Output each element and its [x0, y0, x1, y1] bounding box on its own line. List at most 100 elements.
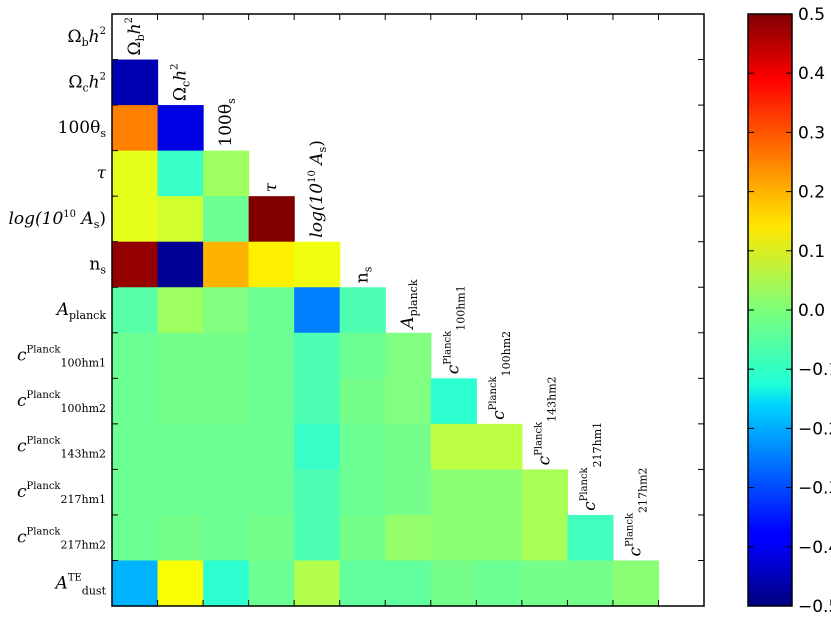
colorbar-tick-label: −0.5: [798, 597, 831, 617]
heatmap-cell: [112, 378, 159, 425]
heatmap-cell: [112, 59, 159, 106]
heatmap-cell: [203, 560, 250, 607]
row-label: ATEdust: [54, 572, 107, 597]
heatmap-cell: [521, 469, 568, 516]
row-label: cPlanck143hm2: [17, 436, 106, 461]
heatmap-cell: [476, 560, 523, 607]
heatmap-cell: [112, 469, 159, 516]
heatmap-cell: [476, 423, 523, 470]
heatmap-cell: [112, 196, 159, 243]
heatmap-cell: [157, 378, 204, 425]
heatmap-cell: [248, 287, 295, 334]
colorbar-tick-label: −0.1: [798, 360, 831, 380]
heatmap-cell: [294, 332, 341, 379]
colorbar-tick-label: 0.1: [798, 242, 825, 262]
heatmap-cell: [203, 287, 250, 334]
heatmap-cell: [339, 332, 386, 379]
diagonal-label: cPlanck100hm2: [488, 331, 513, 420]
colorbar-tick-label: 0.4: [798, 64, 825, 84]
heatmap-cell: [157, 241, 204, 288]
row-label: Ωbh2: [68, 26, 106, 49]
heatmap-cell: [294, 514, 341, 562]
heatmap-cell: [157, 423, 204, 470]
diagonal-label: Aplanck: [398, 279, 420, 331]
heatmap-cell: [385, 378, 432, 425]
colorbar-tick-label: 0.3: [798, 123, 825, 143]
heatmap-cell: [294, 241, 341, 288]
heatmap-cell: [203, 423, 250, 470]
heatmap-cell: [294, 287, 341, 334]
row-label: cPlanck217hm2: [17, 527, 106, 552]
heatmap-cell: [294, 423, 341, 470]
heatmap-cell: [112, 423, 159, 470]
heatmap-cell: [248, 423, 295, 470]
row-label: cPlanck217hm1: [17, 481, 106, 506]
heatmap-cell: [157, 560, 204, 607]
row-label: Ωch2: [68, 71, 106, 94]
heatmap-cell: [430, 378, 477, 425]
heatmap-cell: [339, 514, 386, 562]
heatmap-cell: [339, 378, 386, 425]
heatmap-cell: [385, 469, 432, 516]
heatmap-cell: [476, 469, 523, 516]
heatmap-cell: [521, 560, 568, 607]
heatmap-cell: [385, 423, 432, 470]
diagonal-label: ns: [353, 266, 375, 283]
heatmap-cell: [203, 241, 250, 288]
colorbar-tick-label: 0.0: [798, 301, 825, 321]
heatmap-cell: [112, 560, 159, 607]
colorbar-tick-label: 0.5: [798, 5, 825, 25]
heatmap-cell: [248, 560, 295, 607]
row-label: cPlanck100hm2: [17, 390, 106, 415]
heatmap-cell: [294, 378, 341, 425]
heatmap-cell: [248, 469, 295, 516]
heatmap-cell: [203, 150, 250, 197]
heatmap-cell: [157, 469, 204, 516]
heatmap-cell: [248, 514, 295, 562]
heatmap-cell: [339, 469, 386, 516]
row-label: log(1010 As): [8, 209, 106, 231]
heatmap-cell: [430, 469, 477, 516]
row-label: cPlanck100hm1: [17, 345, 106, 370]
heatmap-cell: [294, 469, 341, 516]
heatmap-cell: [385, 514, 432, 562]
heatmap-cell: [157, 196, 204, 243]
heatmap-cell: [157, 105, 204, 152]
heatmap-cell: [248, 332, 295, 379]
heatmap-cell: [157, 287, 204, 334]
heatmap-cell: [339, 423, 386, 470]
diagonal-label: 100θs: [216, 98, 238, 147]
heatmap-cell: [203, 469, 250, 516]
row-label: ns: [89, 255, 106, 277]
heatmap-cell: [339, 560, 386, 607]
row-label: 100θs: [58, 118, 107, 140]
diagonal-label: log(1010 As): [307, 140, 329, 238]
diagonal-label: cPlanck217hm2: [625, 467, 650, 556]
plot-frame: [111, 13, 705, 607]
heatmap-cell: [430, 560, 477, 607]
heatmap-cell: [248, 241, 295, 288]
heatmap-cell: [385, 332, 432, 379]
heatmap-cell: [157, 514, 204, 562]
heatmap-cell: [203, 514, 250, 562]
heatmap-cell: [203, 196, 250, 243]
diagonal-label: cPlanck100hm1: [443, 285, 468, 374]
colorbar-tick-label: 0.2: [798, 183, 825, 203]
heatmap-cell: [112, 105, 159, 152]
heatmap-cell: [385, 560, 432, 607]
diagonal-label: τ: [261, 182, 281, 192]
heatmap-cell: [112, 287, 159, 334]
heatmap-cell: [476, 514, 523, 562]
heatmap-cell: [567, 514, 614, 562]
heatmap-cell: [294, 560, 341, 607]
heatmap-cell: [112, 332, 159, 379]
diagonal-label: Ωch2: [169, 63, 192, 101]
colorbar-tick-label: −0.3: [798, 479, 831, 499]
heatmap-cell: [112, 241, 159, 288]
heatmap-cell: [112, 514, 159, 562]
heatmap-cell: [339, 287, 386, 334]
row-label: τ: [97, 163, 107, 183]
heatmap-cell: [157, 150, 204, 197]
